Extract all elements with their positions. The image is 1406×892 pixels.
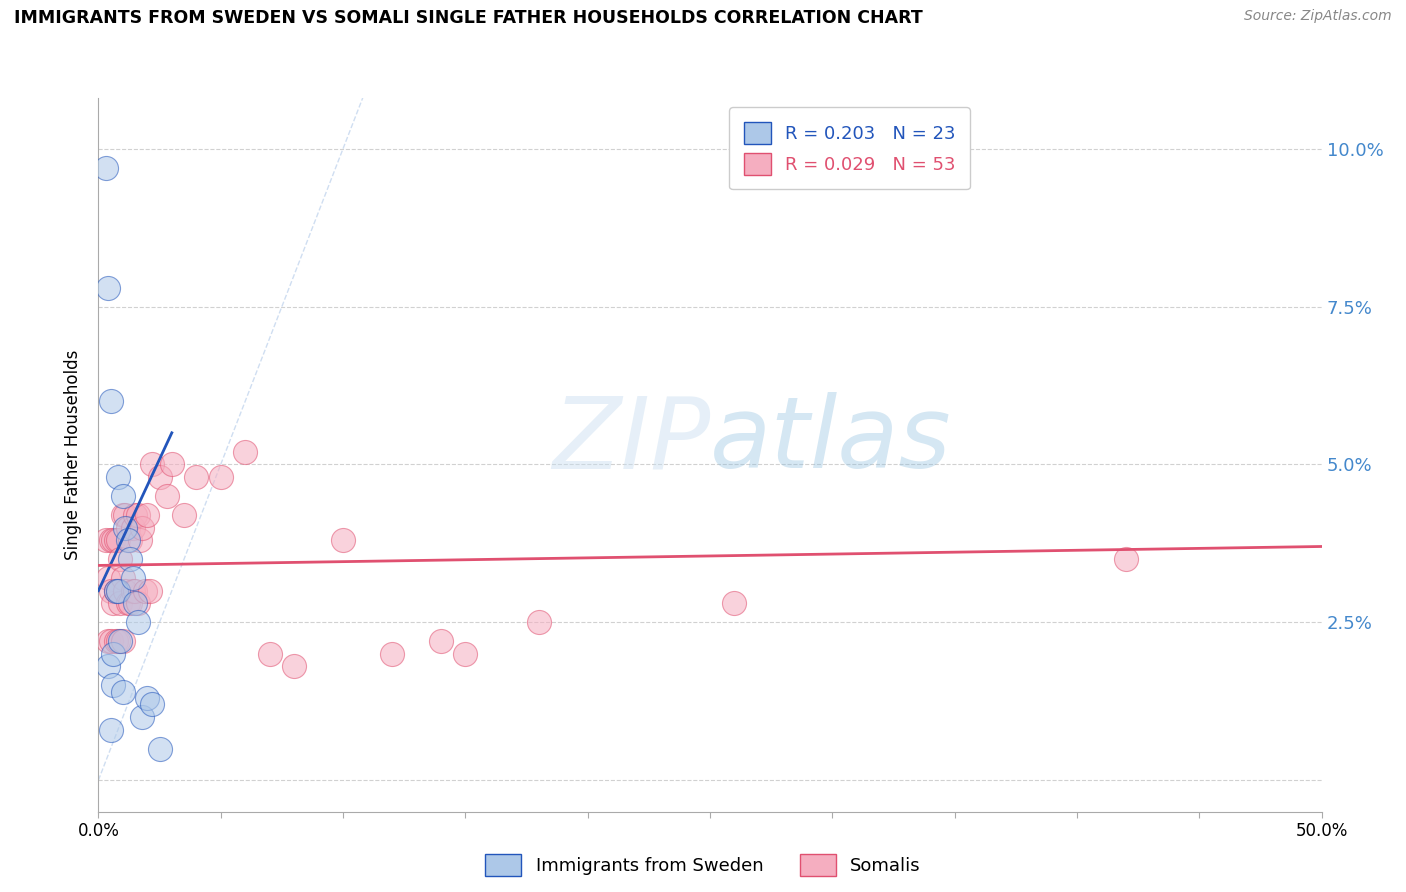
- Point: [120, 596, 142, 610]
- Point: [97, 634, 120, 648]
- Point: [121, 571, 143, 585]
- Point: [117, 520, 139, 534]
- Point: [114, 520, 136, 534]
- Point: [430, 634, 453, 648]
- Point: [101, 678, 124, 692]
- Point: [114, 508, 136, 522]
- Point: [134, 583, 156, 598]
- Point: [100, 394, 122, 409]
- Point: [124, 508, 146, 522]
- Point: [127, 615, 149, 630]
- Point: [149, 470, 172, 484]
- Text: atlas: atlas: [710, 392, 952, 489]
- Point: [209, 470, 232, 484]
- Point: [527, 615, 550, 630]
- Point: [127, 508, 149, 522]
- Point: [111, 489, 134, 503]
- Point: [104, 634, 127, 648]
- Point: [104, 583, 127, 598]
- Point: [110, 552, 132, 566]
- Point: [454, 647, 477, 661]
- Y-axis label: Single Father Households: Single Father Households: [65, 350, 83, 560]
- Point: [121, 520, 143, 534]
- Legend: Immigrants from Sweden, Somalis: Immigrants from Sweden, Somalis: [478, 847, 928, 883]
- Text: IMMIGRANTS FROM SWEDEN VS SOMALI SINGLE FATHER HOUSEHOLDS CORRELATION CHART: IMMIGRANTS FROM SWEDEN VS SOMALI SINGLE …: [14, 9, 922, 27]
- Point: [111, 571, 134, 585]
- Point: [110, 596, 132, 610]
- Point: [723, 596, 745, 610]
- Point: [111, 634, 134, 648]
- Point: [107, 634, 129, 648]
- Point: [101, 533, 124, 548]
- Point: [97, 571, 120, 585]
- Text: Source: ZipAtlas.com: Source: ZipAtlas.com: [1244, 9, 1392, 23]
- Point: [100, 583, 122, 598]
- Point: [104, 533, 127, 548]
- Legend: R = 0.203   N = 23, R = 0.029   N = 53: R = 0.203 N = 23, R = 0.029 N = 53: [730, 107, 970, 189]
- Point: [120, 552, 142, 566]
- Point: [100, 723, 122, 737]
- Point: [131, 520, 153, 534]
- Point: [233, 444, 256, 458]
- Point: [101, 596, 124, 610]
- Point: [107, 470, 129, 484]
- Point: [110, 634, 132, 648]
- Point: [129, 533, 152, 548]
- Point: [127, 596, 149, 610]
- Point: [141, 698, 163, 712]
- Point: [117, 533, 139, 548]
- Point: [97, 280, 120, 294]
- Point: [136, 691, 159, 706]
- Point: [160, 458, 183, 472]
- Point: [104, 583, 127, 598]
- Point: [124, 583, 146, 598]
- Point: [186, 470, 208, 484]
- Point: [259, 647, 281, 661]
- Point: [100, 634, 122, 648]
- Point: [120, 533, 142, 548]
- Point: [94, 533, 117, 548]
- Point: [107, 583, 129, 598]
- Point: [139, 583, 162, 598]
- Point: [114, 583, 136, 598]
- Point: [121, 583, 143, 598]
- Point: [156, 489, 179, 503]
- Point: [97, 659, 120, 673]
- Point: [141, 458, 163, 472]
- Point: [107, 583, 129, 598]
- Point: [111, 508, 134, 522]
- Point: [381, 647, 404, 661]
- Point: [332, 533, 354, 548]
- Point: [117, 596, 139, 610]
- Point: [1115, 552, 1137, 566]
- Point: [131, 710, 153, 724]
- Text: ZIP: ZIP: [551, 392, 710, 489]
- Point: [136, 508, 159, 522]
- Point: [111, 684, 134, 698]
- Point: [100, 533, 122, 548]
- Point: [173, 508, 195, 522]
- Point: [101, 647, 124, 661]
- Point: [107, 533, 129, 548]
- Point: [94, 161, 117, 175]
- Point: [283, 659, 305, 673]
- Point: [149, 741, 172, 756]
- Point: [124, 596, 146, 610]
